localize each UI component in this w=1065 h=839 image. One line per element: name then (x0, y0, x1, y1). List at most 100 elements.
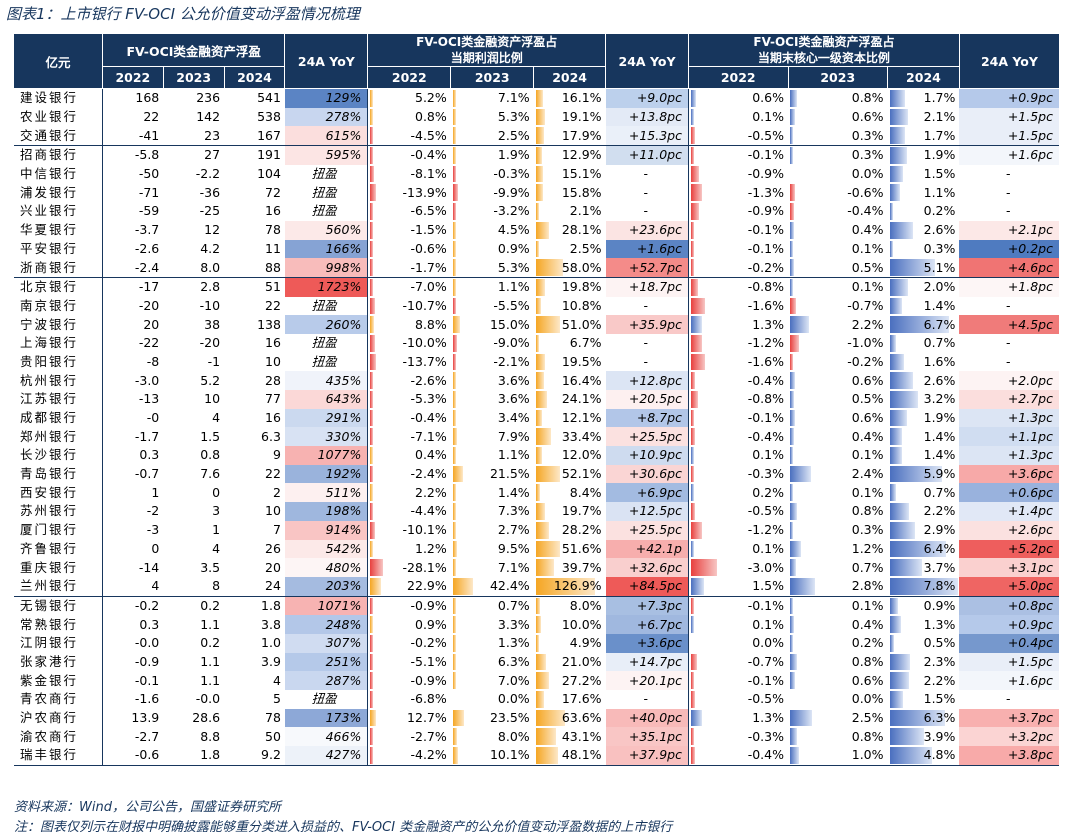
profit-ratio-2023: 21.5% (451, 465, 534, 484)
gain-2024: 2 (272, 484, 281, 500)
cet1-ratio-2023-bar (790, 428, 794, 446)
profit-ratio-2022: -10.7% (367, 296, 451, 316)
profit-ratio-2022-bar (370, 147, 374, 164)
profit-ratio-2022: -0.2% (367, 633, 451, 653)
profit-ratio-2022: -0.4% (367, 145, 451, 165)
cet1-ratio-2023: -1.0% (788, 334, 888, 353)
gain-2024: 22 (265, 297, 281, 313)
profit-ratio-2023: 7.3% (451, 502, 534, 521)
cet1-ratio-2024-bar (889, 165, 903, 183)
profit-ratio-2022: -8.1% (367, 164, 451, 184)
profit-ratio-2022-value: -6.8% (410, 691, 447, 707)
header-year-2022: 2022 (101, 66, 164, 89)
cet1-ratio-2024-value: 2.6% (923, 222, 956, 238)
cet1-ratio-2022-value: -1.2% (747, 335, 784, 351)
cet1-ratio-2023-bar (790, 108, 795, 126)
profit-ratio-2024-value: 19.7% (561, 503, 602, 519)
cet1-ratio-2023: 0.4% (788, 615, 888, 634)
profit-ratio-2023-bar (452, 372, 456, 389)
bank-name: 郑州银行 (20, 428, 79, 444)
header-year-2024: 2024 (533, 66, 606, 89)
cet1-ratio-2023: 0.0% (788, 165, 888, 184)
cet1-ratio-2024-bar (889, 597, 898, 615)
profit-ratio-2024: 19.8% (534, 277, 606, 296)
profit-ratio-2023: 3.6% (451, 371, 534, 390)
gain-2022: -8 (101, 352, 164, 372)
gain-2023: -10 (199, 297, 221, 313)
gain-2023: 0.2 (200, 597, 221, 613)
cet1-ratio-2023: 0.7% (788, 558, 888, 577)
profit-ratio-2024-value: 12.9% (561, 147, 602, 163)
profit-ratio-2022-value: -0.9% (410, 672, 447, 688)
cet1-ratio-2023-bar (790, 259, 794, 276)
cet1-ratio-2023: -0.6% (788, 183, 888, 202)
profit-ratio-2022: 0.4% (367, 446, 451, 465)
profit-ratio-2023-value: 3.6% (497, 372, 530, 388)
gain-2022: -3.0 (101, 371, 164, 390)
cet1-ratio-2022: 1.3% (687, 315, 788, 334)
profit-ratio-2022: -5.1% (367, 652, 451, 672)
gain-2023: 8.8 (200, 728, 221, 744)
cet1-ratio-2022-value: -0.3% (747, 466, 784, 482)
cet1-ratio-2023-bar (790, 127, 793, 145)
gain-2023: 10 (204, 391, 221, 407)
cet1-ratio-2022-bar (690, 391, 698, 408)
profit-ratio-2023: -9.0% (451, 334, 534, 353)
cet1-ratio-2023: 1.0% (788, 746, 888, 766)
cet1-ratio-yoy: +2.0pc (959, 371, 1059, 390)
cet1-ratio-yoy: +2.7pc (959, 390, 1059, 409)
profit-ratio-yoy: +42.1p (605, 539, 689, 559)
gain-2022: -14 (101, 558, 164, 577)
profit-ratio-2022-bar (370, 221, 374, 239)
bank-name: 兰州银行 (14, 576, 103, 597)
cet1-ratio-yoy: - (1005, 203, 1011, 219)
cet1-ratio-2022: -1.6% (687, 352, 788, 372)
profit-ratio-2022-bar (370, 165, 375, 183)
gain-2023: 3.5 (200, 559, 221, 575)
cet1-ratio-2022: 0.1% (687, 615, 788, 634)
cet1-ratio-2022-bar (690, 428, 695, 446)
gain-2022: -17 (101, 277, 164, 297)
gain-2023: -20 (199, 335, 221, 351)
table-row: 招商银行 -5.8 27 191 595% -0.4% 1.9% 12.9% +11.0pc -0… (14, 145, 1059, 165)
cet1-ratio-2023: 0.8% (788, 89, 888, 108)
table-row: 江阴银行 -0.0 0.2 1.0 307% -0.2% 1.3% 4.9% +3.6pc 0.0… (14, 633, 1059, 653)
cet1-ratio-2024: 0.7% (888, 334, 960, 353)
profit-ratio-2024-value: 15.1% (561, 166, 602, 182)
cet1-ratio-2022-value: -0.1% (747, 222, 784, 238)
cet1-ratio-2024-bar (889, 316, 949, 333)
cet1-ratio-2023-value: 1.0% (851, 747, 884, 763)
table-row: 华夏银行 -3.7 12 78 560% -1.5% 4.5% 28.1% +23.6pc -0.… (14, 220, 1059, 240)
cet1-ratio-2024: 2.6% (888, 371, 960, 390)
cet1-ratio-2023: 0.3% (788, 146, 888, 165)
table-row: 浙商银行 -2.4 8.0 88 998% -1.7% 5.3% 58.0% +52.7pc -0… (14, 258, 1059, 278)
profit-ratio-2024-bar (535, 428, 551, 446)
gain-2023: 12 (204, 222, 221, 238)
gain-2023: 1.1 (200, 672, 221, 688)
fvoci-table: 亿元 FV-OCI类金融资产浮盈 24A YoY FV-OCI类金融资产浮盈占当… (14, 34, 1059, 766)
bank-name: 南京银行 (20, 297, 79, 313)
profit-ratio-yoy: - (643, 353, 649, 369)
cet1-ratio-2022: -0.9% (687, 202, 788, 221)
cet1-ratio-2023: 0.6% (788, 108, 888, 127)
cet1-ratio-2023: 0.6% (788, 671, 888, 690)
gain-yoy: 291% (284, 408, 368, 428)
cet1-ratio-2023: -0.4% (788, 202, 888, 221)
profit-ratio-2023-bar (452, 428, 457, 446)
cet1-ratio-2023-bar (790, 372, 795, 389)
gain-yoy: 307% (284, 633, 368, 653)
cet1-ratio-2024: 2.6% (888, 221, 960, 240)
cet1-ratio-2024-bar (889, 634, 894, 652)
profit-ratio-2023: 3.6% (451, 390, 534, 409)
profit-ratio-2022-value: 5.2% (415, 90, 447, 106)
gain-yoy: 192% (284, 464, 368, 484)
cet1-ratio-2022: -0.2% (687, 258, 788, 278)
profit-ratio-2023-bar (452, 503, 456, 520)
table-row: 厦门银行 -3 1 7 914% -10.1% 2.7% 28.2% +25.5pc -1.2% 0… (14, 520, 1059, 540)
cet1-ratio-2023-value: 0.8% (851, 90, 884, 106)
cet1-ratio-2023-value: 0.8% (851, 653, 884, 669)
cet1-ratio-2024-value: 7.8% (923, 578, 956, 594)
cet1-ratio-2022-value: 0.1% (752, 616, 784, 632)
gain-2024: 22 (265, 466, 281, 482)
profit-ratio-2024: 19.5% (534, 353, 606, 372)
